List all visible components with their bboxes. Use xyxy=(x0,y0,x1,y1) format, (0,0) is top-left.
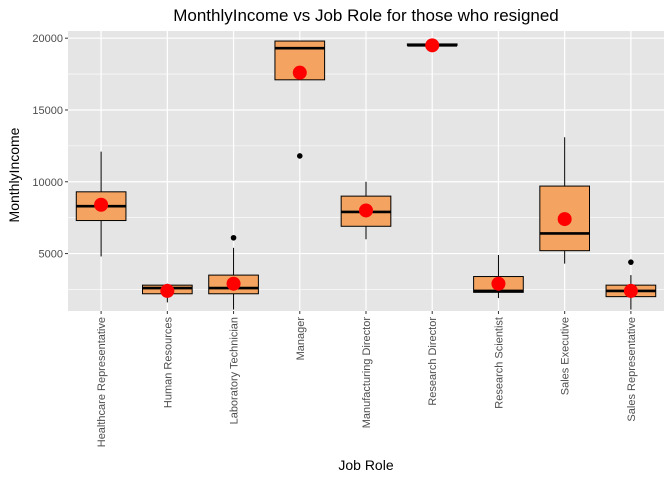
chart-title: MonthlyIncome vs Job Role for those who … xyxy=(173,6,559,25)
mean-point xyxy=(623,283,638,298)
mean-point xyxy=(491,276,506,291)
outlier-point xyxy=(628,259,634,265)
box-6 xyxy=(406,38,458,53)
x-tick-label: Healthcare Representative xyxy=(96,317,108,447)
y-tick-label: 10000 xyxy=(32,177,63,189)
box-9 xyxy=(605,259,657,310)
mean-point xyxy=(359,203,373,218)
x-tick-label: Sales Representative xyxy=(626,317,638,422)
mean-point xyxy=(160,283,175,298)
box-5 xyxy=(340,181,392,240)
mean-point xyxy=(226,276,241,291)
x-tick-label: Sales Executive xyxy=(560,317,572,395)
x-tick-label: Manufacturing Director xyxy=(361,317,373,429)
box-1 xyxy=(75,151,127,257)
mean-point xyxy=(292,65,307,80)
mean-point xyxy=(94,197,109,212)
box-7 xyxy=(473,255,524,299)
box-series xyxy=(75,38,657,310)
x-axis-title: Job Role xyxy=(338,457,393,473)
y-axis-ticks: 5000 10000 15000 20000 xyxy=(32,33,68,261)
y-tick-label: 15000 xyxy=(32,105,63,117)
mean-point xyxy=(557,212,572,227)
box-4 xyxy=(274,40,326,159)
x-tick-label: Manager xyxy=(295,317,307,361)
x-axis-ticks: Healthcare Representative Human Resources… xyxy=(96,311,638,447)
box-2 xyxy=(142,283,193,303)
x-tick-label: Research Director xyxy=(427,317,439,406)
y-tick-label: 5000 xyxy=(39,249,63,261)
mean-point xyxy=(425,38,440,53)
outlier-point xyxy=(230,234,237,241)
x-tick-label: Human Resources xyxy=(162,317,174,409)
y-tick-label: 20000 xyxy=(32,33,63,45)
box-8 xyxy=(539,137,590,264)
outlier-point xyxy=(296,153,303,159)
y-axis-title: MonthlyIncome xyxy=(6,127,22,222)
x-tick-label: Laboratory Technician xyxy=(229,317,241,424)
box-3 xyxy=(208,234,259,310)
x-tick-label: Research Scientist xyxy=(493,317,505,409)
